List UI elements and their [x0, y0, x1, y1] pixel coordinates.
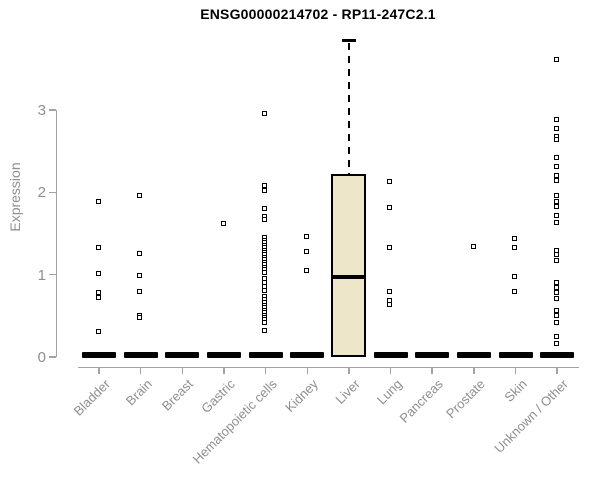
zero-median-bar-bladder [82, 352, 116, 358]
outlier-point [387, 245, 393, 251]
outlier-point [553, 178, 559, 184]
whisker-cap-liver [341, 39, 356, 43]
outlier-point [512, 245, 518, 251]
outlier-point [95, 329, 101, 334]
outlier-point [553, 203, 559, 209]
zero-median-bar-kidney [290, 352, 325, 358]
outlier-point [553, 247, 559, 253]
x-tick [431, 367, 433, 374]
zero-median-bar-lung [373, 352, 408, 358]
y-tick [49, 109, 56, 111]
outlier-point [303, 268, 309, 274]
outlier-point [220, 221, 226, 227]
outlier-point [512, 236, 518, 241]
y-tick-label: 3 [37, 102, 46, 120]
outlier-point [553, 57, 559, 63]
outlier-point [553, 296, 559, 302]
x-tick [514, 367, 517, 374]
x-axis-line [78, 366, 579, 368]
outlier-point [262, 217, 268, 223]
zero-median-bar-hematopoietic-cells [248, 352, 283, 358]
outlier-point [387, 301, 393, 307]
outlier-point [553, 220, 559, 226]
whisker-liver [347, 42, 351, 175]
outlier-point [512, 273, 518, 279]
chart-title: ENSG00000214702 - RP11-247C2.1 [200, 6, 436, 22]
outlier-point [387, 179, 393, 185]
outlier-point [262, 269, 268, 275]
y-tick [49, 356, 56, 358]
outlier-point [553, 279, 559, 285]
outlier-point [137, 273, 143, 279]
outlier-point [553, 117, 559, 123]
zero-median-bar-pancreas [415, 352, 450, 358]
outlier-point [262, 188, 268, 194]
zero-median-bar-prostate [456, 352, 491, 358]
x-tick [556, 367, 558, 374]
outlier-point [137, 193, 143, 199]
x-tick [181, 367, 184, 374]
outlier-point [553, 284, 559, 290]
x-tick [98, 367, 100, 374]
outlier-point [137, 315, 143, 321]
y-tick-label: 1 [37, 266, 46, 284]
outlier-point [95, 270, 101, 276]
outlier-point [553, 340, 559, 346]
outlier-point [262, 183, 268, 189]
outlier-point [553, 163, 559, 169]
y-axis-line [55, 110, 57, 357]
outlier-point [553, 154, 559, 160]
zero-median-bar-brain [123, 352, 158, 358]
outlier-point [512, 288, 518, 294]
outlier-point [553, 137, 559, 143]
outlier-point [137, 288, 143, 294]
outlier-point [553, 193, 559, 199]
x-tick [348, 367, 350, 374]
outlier-point [553, 290, 559, 296]
y-tick [49, 273, 56, 276]
y-tick [49, 191, 56, 194]
outlier-point [553, 258, 559, 264]
y-tick-label: 0 [37, 349, 46, 366]
x-tick [473, 367, 475, 374]
outlier-point [553, 252, 559, 258]
outlier-point [387, 204, 393, 210]
outlier-point [553, 333, 559, 339]
outlier-point [95, 295, 101, 301]
outlier-point [553, 313, 559, 319]
box-liver [331, 174, 367, 357]
outlier-point [553, 173, 559, 179]
outlier-point [95, 245, 101, 251]
outlier-point [553, 125, 559, 131]
outlier-point [137, 250, 143, 256]
x-tick [264, 367, 267, 374]
outlier-point [553, 198, 559, 204]
outlier-point [262, 287, 268, 293]
x-tick [306, 367, 308, 374]
y-tick-label: 2 [37, 184, 46, 202]
outlier-point [95, 198, 101, 204]
outlier-point [553, 319, 559, 325]
x-tick [223, 367, 225, 374]
outlier-point [470, 244, 476, 250]
median-line-liver [331, 275, 367, 280]
zero-median-bar-breast [165, 352, 200, 358]
zero-median-bar-gastric [206, 352, 241, 358]
zero-median-bar-skin [498, 352, 533, 358]
x-tick [139, 367, 142, 374]
outlier-point [262, 319, 268, 325]
outlier-point [262, 205, 268, 211]
outlier-point [303, 249, 309, 255]
zero-median-bar-unknown-other [540, 352, 575, 358]
outlier-point [303, 233, 309, 239]
outlier-point [553, 307, 559, 313]
outlier-point [553, 212, 559, 218]
outlier-point [387, 288, 393, 294]
outlier-point [262, 328, 268, 334]
outlier-point [262, 110, 268, 116]
x-tick [389, 367, 392, 374]
outlier-point [95, 289, 101, 295]
